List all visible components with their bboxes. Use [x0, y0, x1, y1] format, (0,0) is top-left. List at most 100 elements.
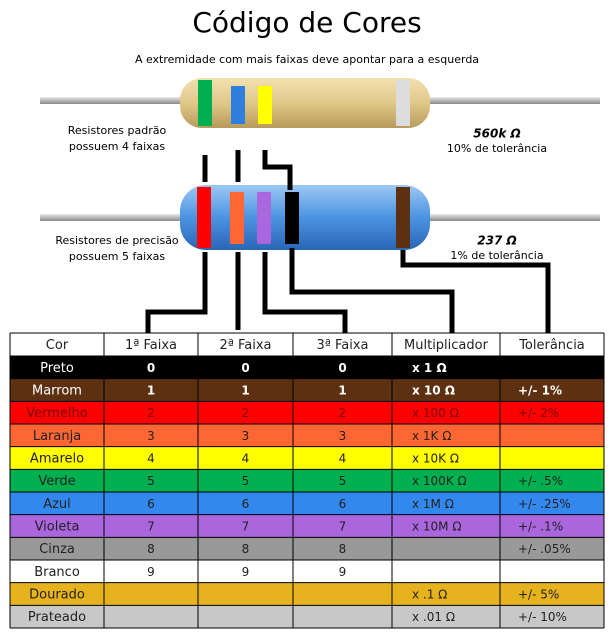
caption: possuem 5 faixas [69, 250, 166, 263]
band [198, 80, 212, 126]
table-cell: 2 [339, 406, 347, 420]
table-cell: 1 [147, 384, 155, 398]
subtitle: A extremidade com mais faixas deve apont… [135, 53, 479, 66]
table-cell: x 100K Ω [412, 474, 467, 488]
table-cell: 7 [339, 520, 347, 534]
table-cell: x 10K Ω [412, 452, 459, 466]
table-cell: 6 [242, 497, 250, 511]
table-cell: 1 [241, 384, 249, 398]
header-cell: 1ª Faixa [125, 338, 177, 353]
tolerance-label: 1% de tolerância [450, 249, 543, 262]
row-bg [10, 356, 604, 379]
tolerance-label: 10% de tolerância [447, 142, 547, 155]
table-cell: Cinza [39, 542, 75, 557]
header-cell: Tolerância [518, 338, 585, 353]
table-cell: x 1M Ω [412, 497, 454, 511]
table-header-bg [10, 333, 604, 356]
table-cell: x 1 Ω [412, 361, 447, 375]
band [231, 86, 245, 124]
row-bg [10, 378, 604, 402]
header-cell: 2ª Faixa [219, 338, 271, 353]
table-cell: +/- .05% [518, 542, 571, 556]
header-cell: Cor [46, 338, 69, 353]
table-cell: x 100 Ω [412, 406, 459, 420]
table-cell: 5 [242, 474, 250, 488]
table-cell: 0 [338, 361, 346, 375]
table-cell: 5 [339, 474, 347, 488]
resistor-body [180, 185, 430, 250]
table-cell: x .01 Ω [412, 610, 455, 624]
band [396, 80, 410, 126]
connectors [145, 150, 551, 333]
band [258, 86, 272, 124]
table-cell: x 10M Ω [412, 520, 462, 534]
table-cell: Preto [40, 361, 74, 376]
table-cell: 7 [147, 520, 155, 534]
row-bg [10, 424, 604, 447]
table-cell: 4 [147, 452, 155, 466]
table-cell: 8 [339, 542, 347, 556]
row-bg [10, 446, 604, 470]
caption: Resistores de precisão [55, 234, 179, 247]
table-cell: Verde [38, 474, 75, 489]
table-cell: x .1 Ω [412, 588, 447, 602]
header-cell: Multiplicador [404, 338, 489, 353]
row-bg [10, 514, 604, 538]
table-cell: 7 [242, 520, 250, 534]
band [396, 187, 410, 248]
table-cell: Azul [43, 497, 71, 512]
band [257, 192, 271, 244]
resistor-value: 560k Ω [473, 127, 520, 141]
band [285, 192, 299, 244]
title: Código de Cores [192, 6, 421, 39]
table-cell: +/- .1% [518, 520, 563, 534]
table-cell: 1 [338, 384, 346, 398]
table-cell: Prateado [28, 610, 86, 625]
table-cell: 6 [147, 497, 155, 511]
table-cell: 3 [147, 429, 155, 443]
table-cell: +/- .5% [518, 474, 563, 488]
table-cell: 3 [242, 429, 250, 443]
table-cell: 9 [147, 565, 155, 579]
resistor-value: 237 Ω [477, 234, 516, 248]
table-cell: Amarelo [30, 452, 84, 467]
row-bg [10, 492, 604, 515]
row-bg [10, 582, 604, 606]
row-bg [10, 469, 604, 492]
table-cell: +/- 2% [518, 406, 559, 420]
caption: Resistores padrão [68, 124, 167, 137]
row-bg [10, 605, 604, 628]
header-cell: 3ª Faixa [316, 338, 368, 353]
table-cell: 8 [147, 542, 155, 556]
band [197, 187, 211, 248]
band [230, 192, 244, 244]
table-cell: 8 [242, 542, 250, 556]
table-cell: Laranja [33, 429, 81, 444]
table-cell: x 1K Ω [412, 429, 451, 443]
table-cell: x 10 Ω [412, 384, 455, 398]
table-cell: Vermelho [26, 406, 88, 421]
caption: possuem 4 faixas [69, 140, 166, 153]
table-cell: 9 [242, 565, 250, 579]
table-cell: 4 [339, 452, 347, 466]
table-cell: 2 [147, 406, 155, 420]
table-cell: 3 [339, 429, 347, 443]
table-cell: 9 [339, 565, 347, 579]
table-cell: +/- 10% [518, 610, 567, 624]
table-cell: Violeta [35, 520, 80, 535]
table-cell: Branco [34, 565, 80, 580]
table-cell: 5 [147, 474, 155, 488]
resistor-body [180, 78, 430, 128]
row-bg [10, 560, 604, 583]
table-cell: +/- .25% [518, 497, 571, 511]
row-bg [10, 401, 604, 424]
table-cell: 0 [147, 361, 155, 375]
table-cell: +/- 1% [518, 384, 562, 398]
table-cell: 4 [242, 452, 250, 466]
table-cell: +/- 5% [518, 588, 559, 602]
table-cell: 2 [242, 406, 250, 420]
table-cell: 6 [339, 497, 347, 511]
table-cell: Marrom [32, 384, 82, 399]
